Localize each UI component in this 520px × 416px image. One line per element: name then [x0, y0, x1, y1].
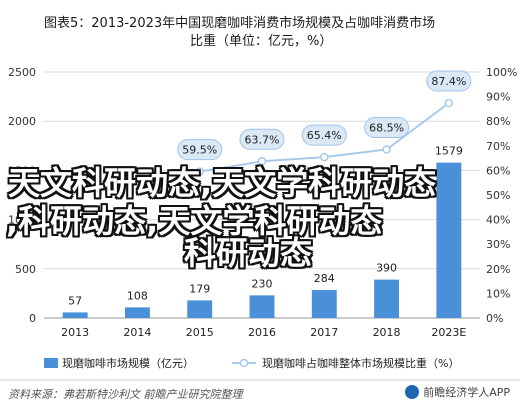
bar: [374, 279, 400, 318]
bar-value-label: 179: [189, 282, 210, 295]
bar: [436, 162, 462, 318]
overlay-text-line3: 科研动态: [184, 234, 313, 272]
right-tick-label: 60%: [486, 164, 510, 177]
right-tick-label: 10%: [486, 287, 510, 300]
line-value-label: 68.5%: [369, 121, 404, 134]
bar: [249, 295, 275, 318]
right-tick-label: 0%: [486, 312, 503, 325]
data-label-bubble: [364, 116, 410, 138]
brand: 前瞻经济学人APP: [405, 384, 510, 400]
right-tick-label: 20%: [486, 263, 510, 276]
left-tick-label: 2000: [8, 115, 36, 128]
legend-line-label: 现磨咖啡占咖啡整体市场规模比重（%）: [262, 356, 459, 370]
bar-value-label: 57: [68, 294, 82, 307]
bar-value-label: 284: [314, 272, 335, 285]
left-tick-label: 2500: [8, 66, 36, 79]
x-tick-label: 2016: [248, 326, 276, 339]
x-tick-label: 2013: [61, 326, 89, 339]
x-tick-label: 2018: [373, 326, 401, 339]
x-tick-label: 2017: [310, 326, 338, 339]
right-tick-label: 80%: [486, 115, 510, 128]
brand-name: 前瞻经济学人APP: [423, 386, 510, 399]
chart-title-line1: 图表5：2013-2023年中国现磨咖啡消费市场规模及占咖啡消费市场: [44, 16, 436, 31]
line-value-label: 59.5%: [182, 144, 217, 157]
chart-title-line2: 比重（单位：亿元，%）: [190, 34, 333, 49]
data-label-bubble: [301, 124, 347, 146]
brand-logo-icon: [405, 385, 420, 399]
overlay-text-line2: ,科研动态,天文学科研动态: [6, 202, 383, 240]
source-note: 资料来源：弗若斯特沙利文 前瞻产业研究院整理: [8, 388, 243, 401]
right-tick-label: 30%: [486, 238, 510, 251]
bar-value-label: 390: [376, 262, 397, 275]
line-value-label: 87.4%: [431, 75, 466, 88]
left-tick-label: 0: [29, 312, 36, 325]
data-label-bubble: [177, 139, 223, 161]
x-tick-label: 2014: [123, 326, 151, 339]
right-tick-label: 90%: [486, 91, 510, 104]
legend-line-marker: [239, 358, 249, 368]
line-value-label: 65.4%: [307, 129, 342, 142]
overlay-text-line1: 天文科研动态,天文学科研动态: [8, 164, 437, 202]
bar-value-label: 108: [127, 289, 148, 302]
data-label-bubble: [426, 70, 472, 92]
x-tick-label: 2023E: [431, 326, 466, 339]
right-tick-label: 70%: [486, 140, 510, 153]
line-point: [320, 152, 329, 162]
bar: [311, 290, 337, 318]
data-label-bubble: [239, 128, 285, 150]
bar: [124, 307, 150, 318]
x-tick-label: 2015: [186, 326, 214, 339]
left-tick-label: 1000: [8, 214, 36, 227]
line-value-label: 63.7%: [245, 133, 280, 146]
line-point: [382, 145, 391, 154]
line-point: [444, 98, 454, 108]
legend-bar-label: 现磨咖啡市场规模（亿元）: [62, 356, 194, 370]
line-point: [257, 157, 267, 166]
line-point: [195, 167, 204, 176]
left-tick-label: 500: [15, 263, 36, 276]
legend-bar-swatch: [44, 358, 58, 368]
bar-value-label: 230: [252, 277, 273, 290]
right-tick-label: 100%: [486, 66, 517, 79]
right-tick-label: 50%: [486, 189, 510, 202]
left-tick-label: 1500: [8, 164, 36, 177]
bar: [187, 300, 213, 318]
right-tick-label: 40%: [486, 214, 510, 227]
bar-value-label: 1579: [435, 145, 463, 158]
bar: [62, 312, 88, 318]
